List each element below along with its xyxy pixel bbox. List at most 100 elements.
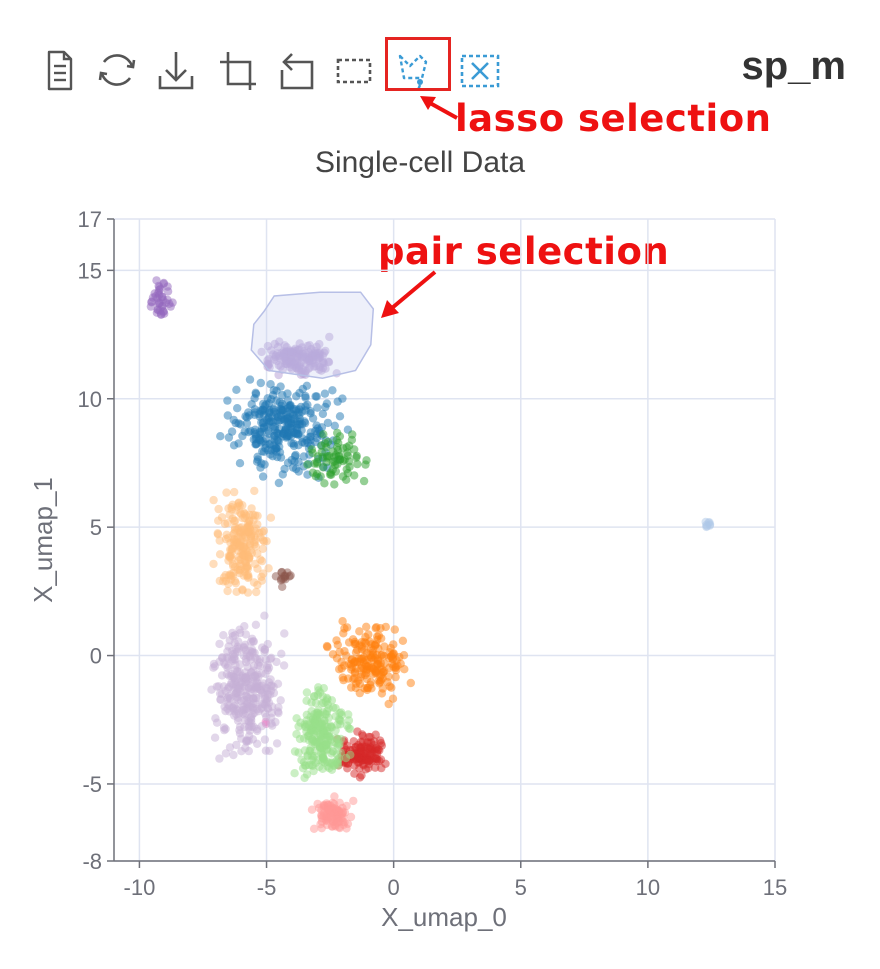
clear-selection-icon[interactable] xyxy=(458,44,502,96)
data-point xyxy=(292,405,301,414)
download-icon[interactable] xyxy=(154,44,198,96)
data-point xyxy=(265,440,274,449)
data-point xyxy=(223,396,232,405)
data-point xyxy=(231,645,241,654)
data-point xyxy=(317,366,326,375)
crop-icon[interactable] xyxy=(214,44,258,96)
data-point xyxy=(330,480,339,489)
data-point xyxy=(400,665,409,674)
data-point xyxy=(290,452,300,461)
rect-select-icon[interactable] xyxy=(332,44,376,96)
data-point xyxy=(255,435,264,444)
data-point xyxy=(258,544,268,553)
data-point xyxy=(257,703,267,712)
data-point xyxy=(245,553,254,562)
data-point xyxy=(259,526,269,536)
data-point xyxy=(338,617,347,626)
data-point xyxy=(391,672,400,682)
data-point xyxy=(312,342,321,351)
data-point xyxy=(227,680,236,689)
y-tick-label: 10 xyxy=(78,387,102,412)
data-point xyxy=(235,625,244,634)
x-tick-label: 5 xyxy=(515,875,527,900)
data-point xyxy=(313,403,322,412)
data-point xyxy=(335,412,345,421)
data-point xyxy=(335,455,345,464)
data-point xyxy=(237,747,246,756)
data-point xyxy=(399,651,409,660)
data-point xyxy=(337,664,346,673)
data-point xyxy=(330,421,339,430)
data-point xyxy=(210,733,220,742)
data-point xyxy=(315,710,325,720)
data-point xyxy=(280,629,289,638)
data-point xyxy=(222,488,231,497)
data-point xyxy=(219,631,228,640)
data-point xyxy=(702,522,712,531)
data-point xyxy=(258,472,268,481)
data-point xyxy=(270,339,279,349)
data-point xyxy=(305,341,314,350)
data-point xyxy=(264,564,273,573)
data-point xyxy=(319,463,328,472)
pair-selection-annotation: pair selection xyxy=(378,230,670,273)
data-point xyxy=(331,467,340,476)
data-point xyxy=(227,554,236,564)
data-point xyxy=(258,536,268,545)
data-point xyxy=(245,375,255,384)
data-point xyxy=(256,463,265,472)
data-point xyxy=(255,658,264,667)
data-view-icon[interactable] xyxy=(40,44,84,96)
data-point xyxy=(359,476,369,486)
x-tick-label: 0 xyxy=(388,875,400,900)
data-point xyxy=(278,432,287,441)
data-point xyxy=(215,536,224,545)
data-point xyxy=(328,759,337,768)
refresh-icon[interactable] xyxy=(96,44,140,96)
data-point xyxy=(230,535,239,545)
data-point xyxy=(241,630,251,639)
data-point xyxy=(375,756,384,766)
data-point xyxy=(287,357,297,366)
data-point xyxy=(346,665,356,674)
data-point xyxy=(244,427,253,437)
data-point xyxy=(319,358,328,368)
data-point xyxy=(212,718,222,727)
data-point xyxy=(239,642,249,652)
data-point xyxy=(290,747,300,756)
data-point xyxy=(278,390,287,400)
data-point xyxy=(387,659,397,669)
data-point xyxy=(242,696,251,706)
data-point xyxy=(242,571,252,580)
data-point xyxy=(241,564,250,573)
data-point xyxy=(215,657,224,666)
data-point xyxy=(216,695,225,704)
data-point xyxy=(273,412,283,422)
data-point xyxy=(306,409,315,418)
selection-region-layer xyxy=(250,291,375,379)
axes: -10 -5 0 5 10 15 -8 -5 0 5 10 15 17 X_umap_0 X_umap_1 xyxy=(28,207,787,932)
data-point xyxy=(316,472,325,481)
data-point xyxy=(155,290,164,299)
data-point xyxy=(267,719,276,728)
data-point xyxy=(276,576,286,585)
data-point xyxy=(294,441,303,450)
data-point xyxy=(216,432,225,441)
data-point xyxy=(292,730,301,739)
data-point xyxy=(257,669,266,678)
data-point xyxy=(234,637,243,646)
data-point xyxy=(350,445,359,454)
data-point xyxy=(228,632,238,641)
data-point xyxy=(269,432,279,441)
data-point xyxy=(287,364,297,374)
data-point xyxy=(346,750,355,759)
data-point xyxy=(247,504,256,513)
data-point xyxy=(227,427,237,436)
data-point xyxy=(219,723,229,732)
data-point xyxy=(252,587,261,597)
undo-icon[interactable] xyxy=(274,44,318,96)
data-point xyxy=(250,405,259,414)
data-point xyxy=(233,695,242,704)
data-point xyxy=(235,660,245,669)
